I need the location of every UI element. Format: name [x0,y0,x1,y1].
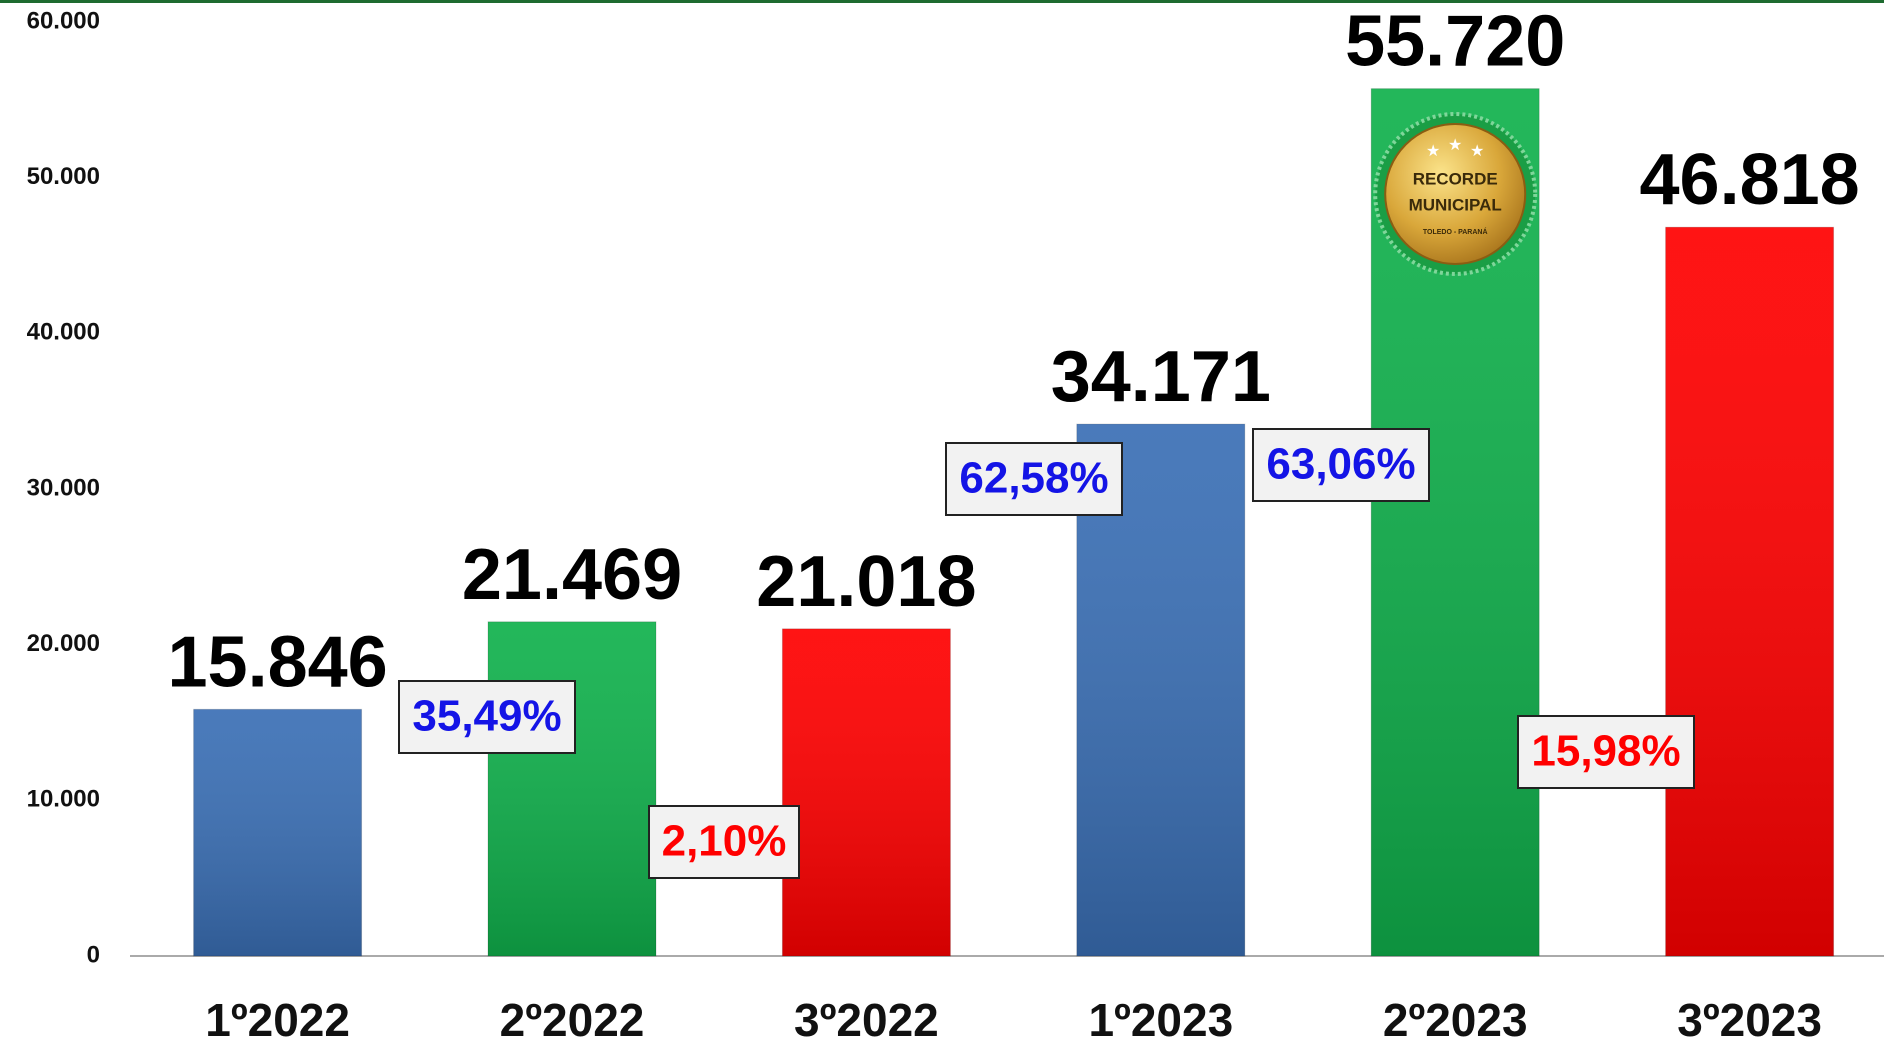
bar-shade [782,628,951,956]
bar-shade [1665,227,1834,956]
y-tick-label: 20.000 [27,630,100,657]
y-tick-label: 50.000 [27,163,100,190]
annotation-box [945,442,1123,516]
y-tick-label: 30.000 [27,474,100,501]
annotation: 62,58% [959,454,1108,503]
badge-star: ★ [1426,143,1440,160]
annotation-box [398,680,576,754]
badge-text: TOLEDO - PARANÁ [1423,227,1488,236]
value-label: 55.720 [1345,2,1565,82]
x-tick-label: 2º2023 [1383,994,1528,1044]
annotation-box [1517,715,1695,789]
bar-shade [488,621,656,956]
annotation: 15,98% [1531,727,1680,776]
top-rule [0,0,1884,3]
value-label: 21.469 [462,535,682,615]
x-tick-label: 2º2022 [500,994,645,1044]
badge-text: MUNICIPAL [1409,195,1502,214]
x-tick-label: 3º2022 [794,994,939,1044]
badge-star: ★ [1448,137,1462,154]
annotation-box [648,805,800,879]
x-tick-label: 3º2023 [1677,994,1822,1044]
value-label: 15.846 [167,622,387,702]
bar-shade [193,709,362,956]
y-tick-label: 10.000 [27,786,100,813]
badge-text: RECORDE [1413,169,1498,188]
x-tick-label: 1º2022 [205,994,350,1044]
value-label: 21.018 [756,542,976,622]
value-label: 34.171 [1051,337,1271,417]
x-tick-label: 1º2023 [1088,994,1233,1044]
annotation: 63,06% [1266,440,1415,489]
y-tick-label: 0 [87,941,100,968]
annotation: 2,10% [662,817,787,866]
annotation-box [1252,428,1430,502]
value-label: 46.818 [1639,140,1859,220]
y-tick-label: 40.000 [27,319,100,346]
annotation: 35,49% [412,692,561,741]
y-tick-label: 60.000 [27,7,100,34]
badge [1384,123,1527,265]
badge-star: ★ [1470,143,1484,160]
